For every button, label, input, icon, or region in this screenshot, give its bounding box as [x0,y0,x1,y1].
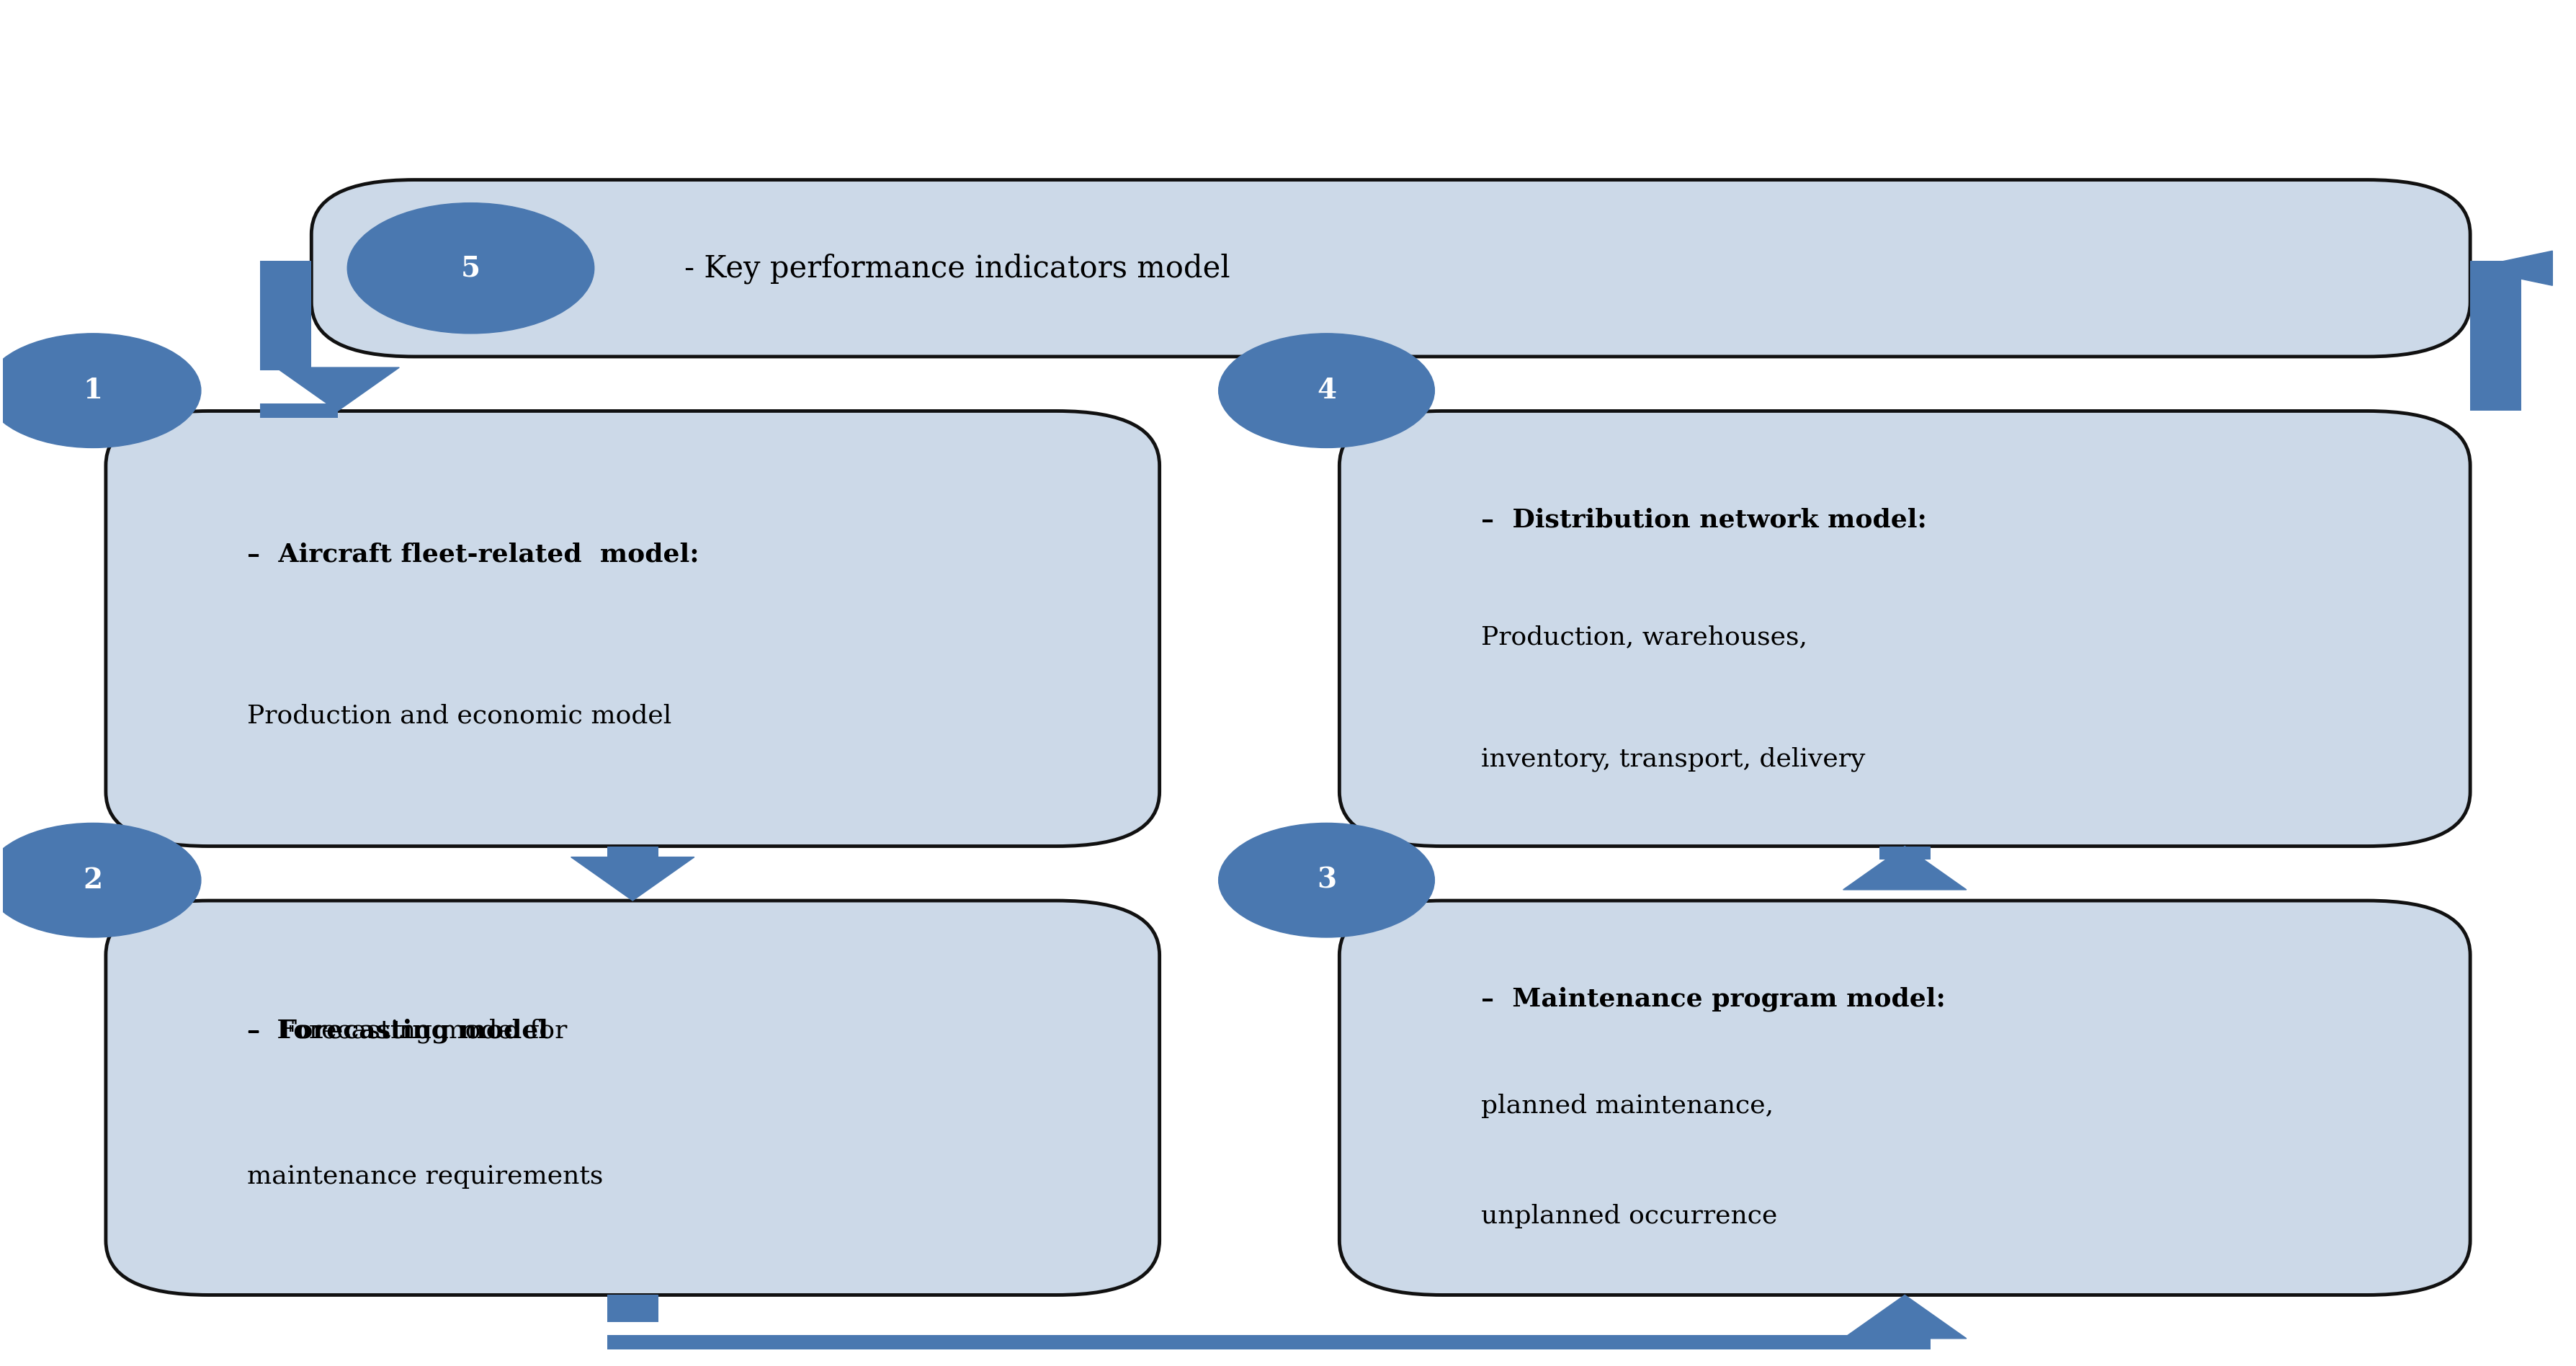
FancyBboxPatch shape [2470,261,2522,276]
Text: –  Aircraft fleet-related  model:: – Aircraft fleet-related model: [247,542,698,567]
FancyBboxPatch shape [260,404,337,418]
Circle shape [348,204,595,333]
Text: –  Forecasting model for: – Forecasting model for [247,1018,567,1044]
Circle shape [1218,333,1435,448]
FancyBboxPatch shape [260,261,312,276]
Circle shape [1218,824,1435,937]
FancyBboxPatch shape [2470,276,2522,411]
Text: –  Forecasting model: – Forecasting model [247,1018,549,1044]
Polygon shape [276,367,399,411]
Text: maintenance requirements: maintenance requirements [247,1164,603,1188]
FancyBboxPatch shape [608,1295,659,1322]
FancyBboxPatch shape [260,276,312,370]
FancyBboxPatch shape [1340,411,2470,846]
Polygon shape [1842,846,1965,889]
Text: Production and economic model: Production and economic model [247,703,672,728]
Circle shape [0,333,201,448]
FancyBboxPatch shape [1340,900,2470,1295]
FancyBboxPatch shape [608,1335,1929,1350]
Text: unplanned occurrence: unplanned occurrence [1481,1203,1777,1228]
Polygon shape [572,856,696,900]
Text: 3: 3 [1316,866,1337,893]
Text: planned maintenance,: planned maintenance, [1481,1093,1772,1117]
FancyBboxPatch shape [1878,1335,1929,1339]
Polygon shape [1842,1295,1965,1339]
Text: 2: 2 [82,866,103,893]
Text: 4: 4 [1316,377,1337,404]
Text: –  Distribution network model:: – Distribution network model: [1481,508,1927,531]
Text: 1: 1 [82,377,103,404]
Text: inventory, transport, delivery: inventory, transport, delivery [1481,747,1865,772]
Circle shape [0,824,201,937]
Text: - Key performance indicators model: - Key performance indicators model [685,253,1229,284]
FancyBboxPatch shape [1878,846,1929,859]
Text: –  Maintenance program model:: – Maintenance program model: [1481,986,1945,1012]
FancyBboxPatch shape [106,900,1159,1295]
Text: 5: 5 [461,254,482,281]
FancyBboxPatch shape [106,411,1159,846]
Polygon shape [2470,251,2553,285]
Text: Production, warehouses,: Production, warehouses, [1481,626,1808,650]
FancyBboxPatch shape [312,180,2470,357]
FancyBboxPatch shape [608,846,659,859]
